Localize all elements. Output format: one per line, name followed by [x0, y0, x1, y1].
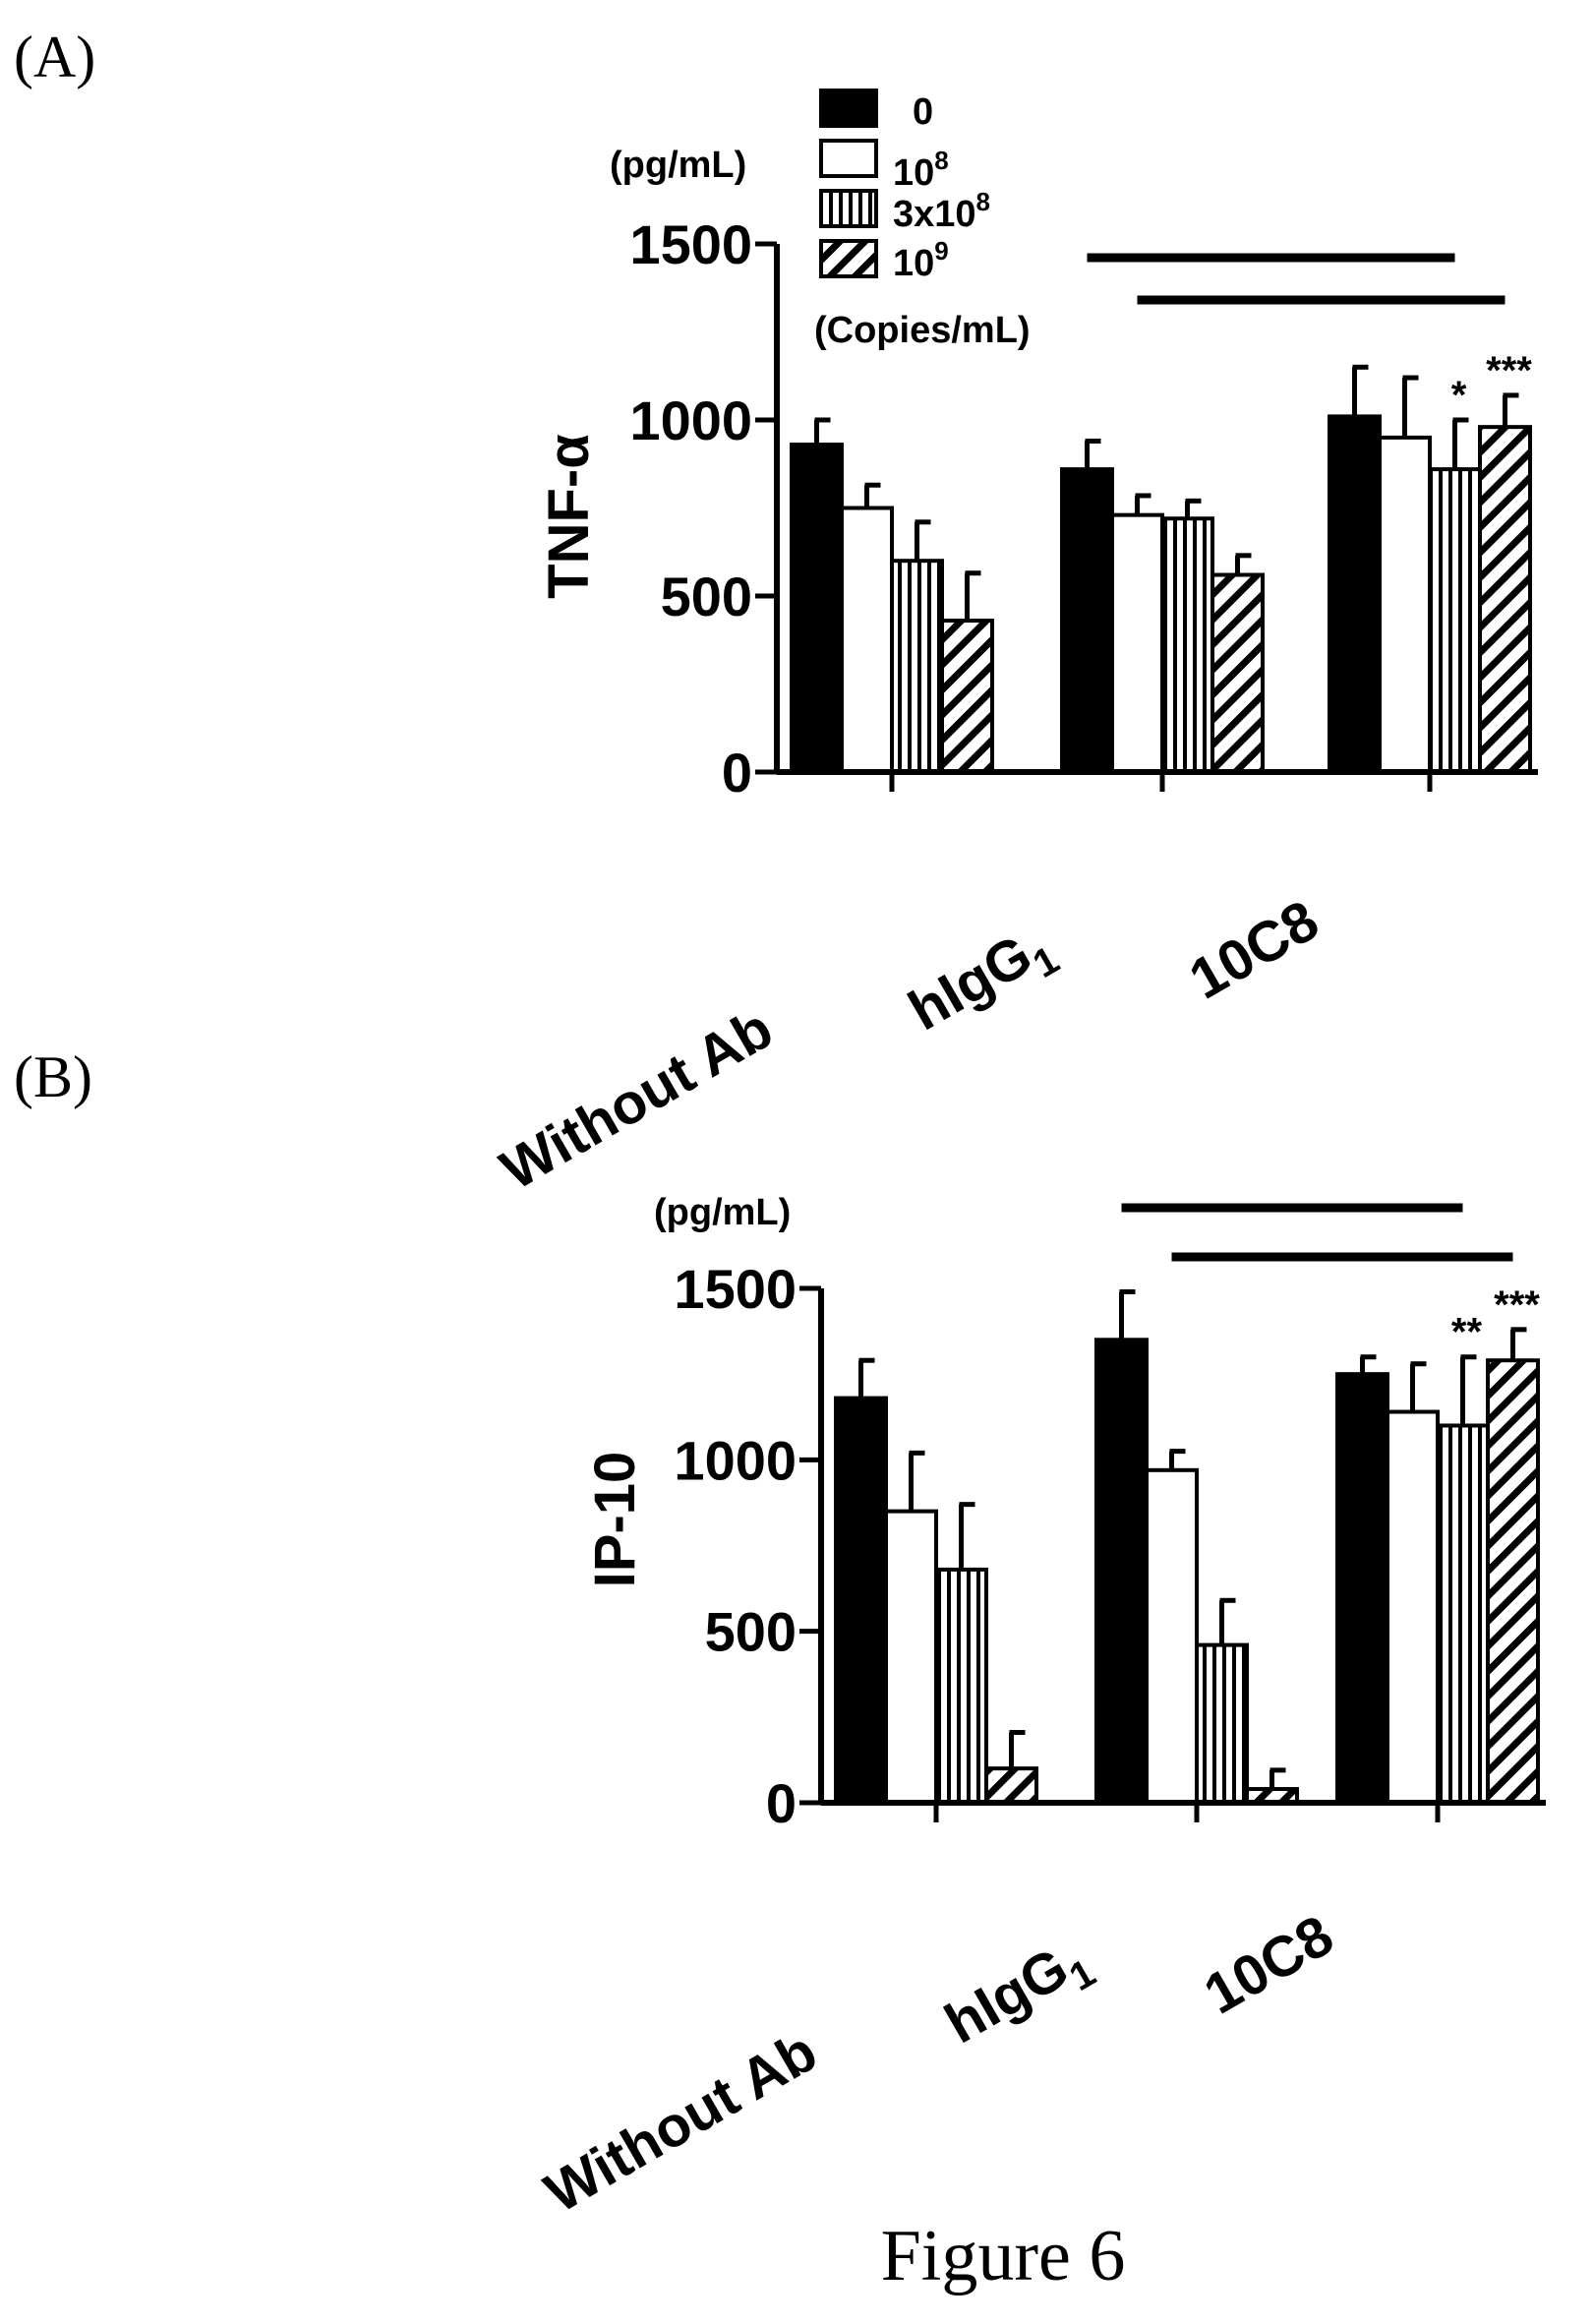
panel-b-bar-1-0 — [1094, 1338, 1149, 1806]
legend-item-1-exp: 8 — [934, 146, 948, 175]
legend-item-2: 3x108 — [893, 187, 990, 235]
panel-a-category-label-0-text: Without Ab — [491, 996, 784, 1203]
legend-unit: (Copies/mL) — [814, 310, 1031, 351]
legend-item-2-exp: 8 — [976, 187, 990, 216]
legend: 0 108 3x108 109 (Copies/mL) — [814, 89, 1031, 351]
panel-a-annotation-0: * — [1451, 374, 1467, 417]
panel-a-bar-2-2 — [1428, 467, 1482, 774]
legend-item-3-exp: 9 — [934, 236, 948, 266]
figure-caption: Figure 6 — [881, 2216, 1126, 2296]
legend-swatch-open — [819, 139, 878, 178]
panel-b-y-tick-label-1: 500 — [705, 1601, 797, 1663]
legend-item-2-base: 3x10 — [893, 194, 976, 235]
panel-b-y-tick-label-2: 1000 — [674, 1429, 797, 1491]
panel-a-bar-2-3 — [1478, 425, 1532, 774]
legend-item-3-base: 10 — [893, 243, 934, 284]
panel-a-annotation-1: *** — [1486, 349, 1532, 392]
panel-b-annotation-0: ** — [1451, 1311, 1483, 1354]
panel-a-bar-1-1 — [1110, 512, 1164, 774]
panel-a-bar-1-2 — [1160, 516, 1214, 774]
panel-a-bar-1-0 — [1060, 467, 1114, 774]
panel-b-bar-0-3 — [984, 1766, 1038, 1805]
panel-b-category-label-1: hIgG1 — [934, 1925, 1102, 2064]
legend-item-1: 108 — [893, 146, 949, 194]
panel-a-category-label-0: Without Ab — [491, 996, 784, 1203]
legend-item-3: 109 — [893, 236, 949, 284]
panel-a-bar-0-1 — [840, 506, 894, 774]
panel-a-unit-label: (pg/mL) — [610, 145, 746, 186]
panel-a-y-axis-label: TNF-α — [537, 434, 601, 599]
panel-b-bar-1-1 — [1145, 1467, 1199, 1805]
panel-a-category-label-1-text: hIgG — [898, 923, 1042, 1043]
panel-b-category-label-1-text: hIgG — [934, 1936, 1079, 2056]
panel-a-y-tick-label-0: 0 — [722, 742, 752, 804]
panel-a-category-label-2-text: 10C8 — [1179, 888, 1329, 1012]
panel-b-category-label-0: Without Ab — [535, 2019, 828, 2226]
panel-b-bar-0-0 — [834, 1396, 888, 1806]
panel-a-bar-0-3 — [940, 619, 994, 774]
legend-item-1-base: 10 — [893, 152, 934, 194]
panel-b-bar-2-0 — [1335, 1372, 1389, 1805]
panel-a-bar-2-0 — [1328, 414, 1382, 774]
panel-a-category-label-1: hIgG1 — [898, 912, 1066, 1051]
legend-swatch-vertical — [819, 189, 878, 228]
panel-b-category-label-0-text: Without Ab — [535, 2019, 828, 2226]
panel-a-label: (A) — [14, 25, 95, 89]
panel-a-bar-0-2 — [890, 559, 944, 775]
panel-b-bar-0-1 — [884, 1509, 938, 1805]
panel-b-bar-1-2 — [1195, 1642, 1249, 1805]
legend-item-0-base: 0 — [913, 91, 933, 133]
panel-a-y-tick-label-1: 500 — [661, 566, 752, 627]
panel-b-annotation-1: *** — [1494, 1283, 1540, 1327]
panel-b-bar-2-1 — [1386, 1409, 1440, 1806]
panel-a-bar-0-0 — [790, 443, 844, 774]
panel-a-bar-1-3 — [1210, 572, 1265, 775]
panel-b-y-axis-label: IP-10 — [583, 1452, 647, 1588]
panel-b-bar-2-2 — [1436, 1423, 1490, 1805]
panel-a-y-tick-label-3: 1500 — [629, 213, 752, 275]
panel-b-bar-2-3 — [1486, 1358, 1540, 1805]
panel-b-category-label-2-text: 10C8 — [1194, 1903, 1344, 2027]
panel-a-bar-2-1 — [1378, 435, 1432, 774]
panel-b-unit-label: (pg/mL) — [654, 1192, 791, 1233]
panel-b-bar-0-2 — [934, 1567, 988, 1805]
legend-swatch-diagonal — [819, 239, 878, 278]
panel-b-category-label-2: 10C8 — [1194, 1903, 1344, 2027]
legend-item-0: 0 — [913, 91, 933, 133]
panel-a-category-label-2: 10C8 — [1179, 888, 1329, 1012]
panel-b-y-tick-label-3: 1500 — [674, 1258, 797, 1320]
panel-b-y-tick-label-0: 0 — [766, 1772, 797, 1834]
panel-a-y-tick-label-2: 1000 — [629, 389, 752, 451]
panel-b-label: (B) — [14, 1044, 92, 1109]
legend-swatch-solid — [819, 89, 878, 128]
